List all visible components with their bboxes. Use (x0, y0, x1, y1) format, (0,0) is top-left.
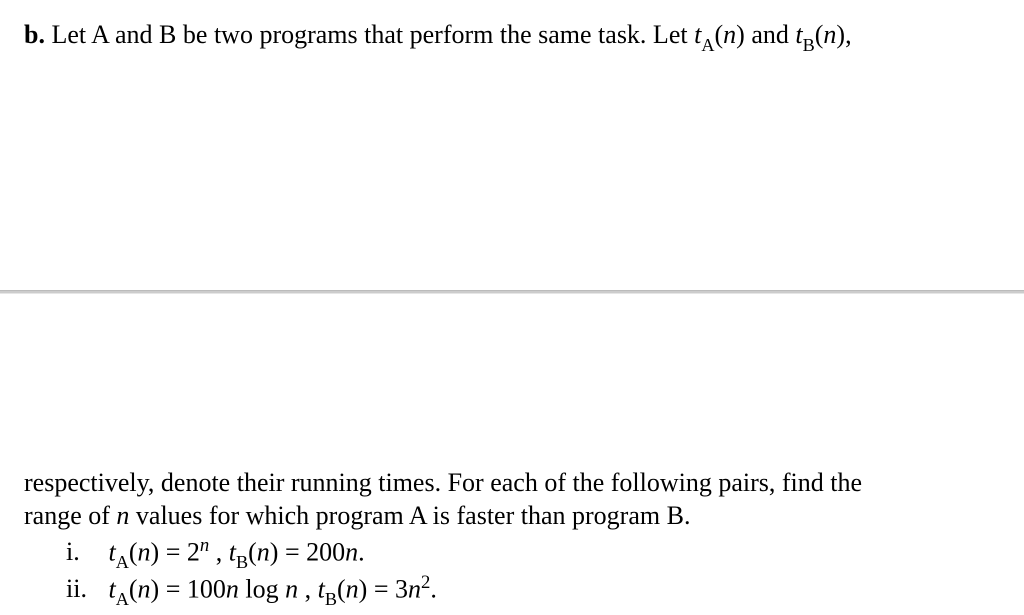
body-line-2: range of n values for which program A is… (24, 499, 1004, 532)
ii-log: log (239, 574, 285, 603)
close-paren-2: ) (836, 20, 845, 49)
i-tb-sub: B (236, 552, 248, 572)
var-n-1: n (723, 20, 736, 49)
intro-line: b. Let A and B be two programs that perf… (24, 18, 1004, 55)
ii-ta-t: t (109, 574, 116, 603)
ii-open-2: ( (337, 574, 346, 603)
i-tb-val: 200 (306, 537, 345, 566)
close-paren-1: ) (736, 20, 745, 49)
i-eq-2: = (278, 537, 306, 566)
ii-n-1: n (138, 574, 151, 603)
i-open-2: ( (248, 537, 257, 566)
ii-n-4: n (346, 574, 359, 603)
ii-sep: , (298, 574, 318, 603)
ii-exp-2: 2 (421, 572, 430, 593)
ii-n-2: n (226, 574, 239, 603)
problem-intro-section: b. Let A and B be two programs that perf… (0, 0, 1024, 55)
problem-body-section: respectively, denote their running times… (24, 466, 1004, 609)
intro-text: Let A and B be two programs that perform… (45, 20, 694, 49)
item-ii: ii. tA(n) = 100n log n , tB(n) = 3n2. (66, 572, 1004, 609)
i-ta-sub: A (116, 552, 129, 572)
i-sep: , (209, 537, 229, 566)
i-open-1: ( (129, 537, 138, 566)
body-line-2-prefix: range of (24, 501, 116, 530)
ii-eq-1: = (159, 574, 187, 603)
and-word: and (745, 20, 796, 49)
ii-close-1: ) (151, 574, 160, 603)
var-n-range: n (116, 501, 129, 530)
ii-eq-2: = (367, 574, 395, 603)
item-i: i. tA(n) = 2n , tB(n) = 200n. (66, 535, 1004, 572)
i-close-1: ) (151, 537, 160, 566)
sub-items: i. tA(n) = 2n , tB(n) = 200n. ii. tA(n) … (24, 535, 1004, 609)
i-n-2: n (257, 537, 270, 566)
i-n-3: n (345, 537, 358, 566)
ii-ta-sub: A (116, 589, 129, 609)
i-period: . (358, 537, 365, 566)
i-n-1: n (138, 537, 151, 566)
i-eq-1: = (159, 537, 187, 566)
i-tb-t: t (229, 537, 236, 566)
function-ta-sub: A (701, 35, 714, 55)
i-two: 2 (187, 537, 200, 566)
body-line-1: respectively, denote their running times… (24, 466, 1004, 499)
i-exp-n: n (200, 535, 209, 556)
ii-tb-t: t (318, 574, 325, 603)
ii-tb-coef: 3 (395, 574, 408, 603)
function-tb-sub: B (803, 35, 815, 55)
ii-n-5: n (408, 574, 421, 603)
trailing-comma: , (845, 20, 852, 49)
ii-period: . (430, 574, 437, 603)
horizontal-divider (0, 290, 1024, 294)
ii-n-3: n (285, 574, 298, 603)
i-ta-t: t (109, 537, 116, 566)
roman-ii: ii. (66, 573, 102, 605)
ii-tb-sub: B (325, 589, 337, 609)
problem-label: b. (24, 20, 45, 49)
ii-ta-val: 100 (187, 574, 226, 603)
body-line-2-suffix: values for which program A is faster tha… (129, 501, 690, 530)
open-paren-1: ( (714, 20, 723, 49)
ii-open-1: ( (129, 574, 138, 603)
roman-i: i. (66, 536, 102, 568)
var-n-2: n (823, 20, 836, 49)
function-tb-t: t (795, 20, 802, 49)
